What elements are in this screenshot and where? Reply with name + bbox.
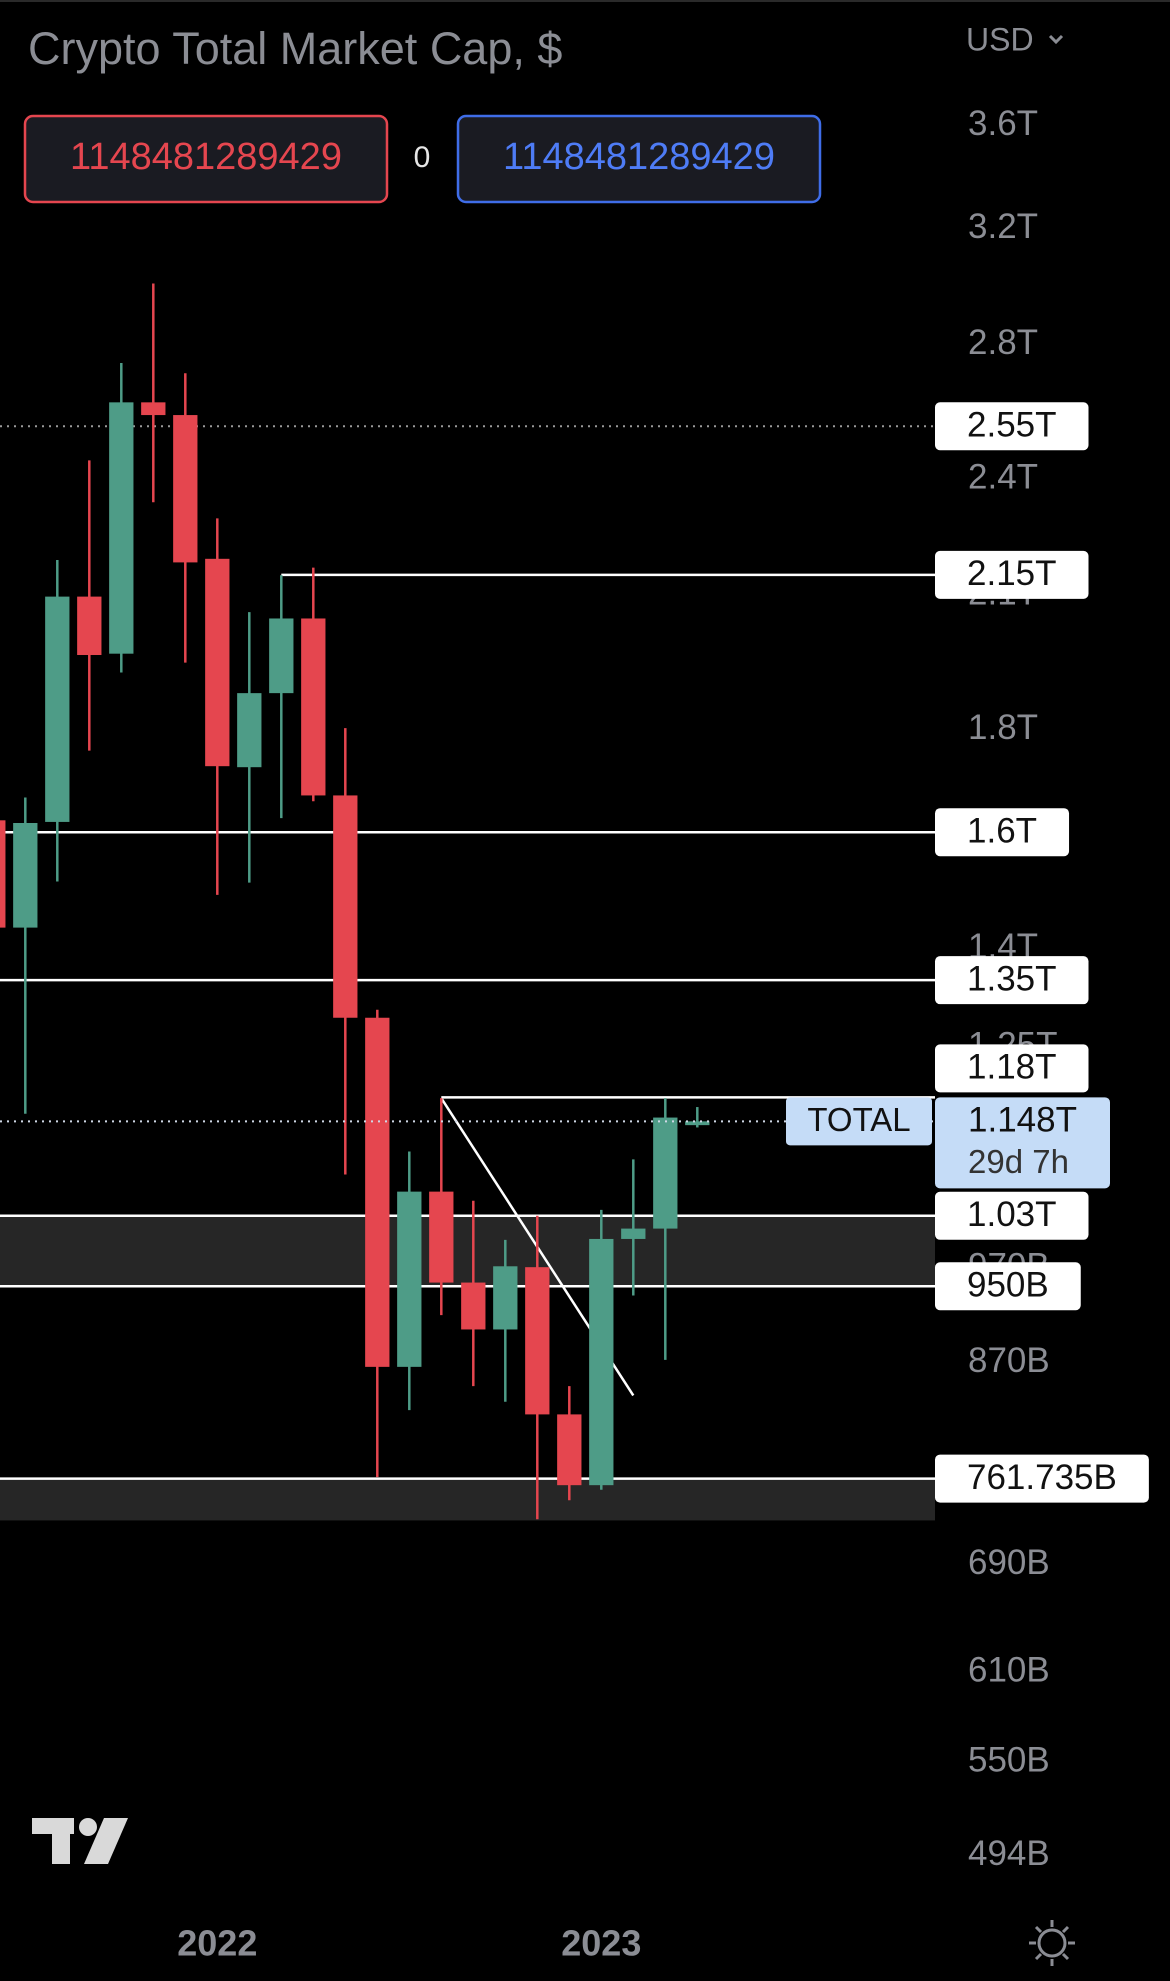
countdown: 29d 7h	[968, 1143, 1069, 1180]
buy-price[interactable]: 1148481289429	[503, 136, 775, 178]
y-tick-label: 610B	[968, 1650, 1050, 1689]
sell-button[interactable]	[23, 114, 389, 204]
level-label: 1.03T	[967, 1195, 1057, 1234]
level-label-box	[935, 1454, 1149, 1503]
level-label-box	[935, 402, 1089, 451]
level-label: 1.35T	[967, 959, 1057, 998]
candle-body	[461, 1282, 486, 1330]
candle-body	[109, 402, 134, 654]
candle-body	[0, 820, 6, 928]
candle-body	[237, 693, 262, 768]
candle-body	[621, 1228, 646, 1239]
candle-body	[77, 596, 102, 656]
candle-body	[301, 618, 326, 796]
symbol-label: TOTAL	[807, 1101, 910, 1138]
zone	[0, 1215, 935, 1287]
y-tick-label: 3.2T	[968, 207, 1038, 246]
candle-body	[365, 1017, 390, 1367]
chart-title: Crypto Total Market Cap, $	[28, 23, 562, 74]
level-label: 1.6T	[967, 811, 1037, 850]
candle-body	[45, 596, 70, 822]
level-label: 761.735B	[967, 1458, 1117, 1497]
x-tick-label: 2022	[177, 1923, 257, 1964]
theme-icon[interactable]	[1029, 1920, 1075, 1966]
symbol-box	[786, 1097, 932, 1146]
candle-body	[269, 618, 294, 694]
logo[interactable]	[32, 1818, 128, 1864]
y-tick-label: 2.8T	[968, 323, 1038, 362]
x-tick-label: 2023	[561, 1923, 641, 1964]
candle-body	[589, 1238, 614, 1486]
y-tick-label: 494B	[968, 1834, 1050, 1873]
level-label-box	[935, 550, 1089, 599]
logo-part[interactable]	[52, 1818, 70, 1864]
buy-button[interactable]	[456, 114, 822, 204]
currency-chevron[interactable]	[1048, 34, 1064, 45]
level-label-box	[935, 956, 1089, 1005]
price-box	[935, 1097, 1110, 1189]
currency[interactable]: USD	[966, 21, 1034, 57]
candle-body	[397, 1191, 422, 1367]
y-tick-label: 690B	[968, 1543, 1050, 1582]
level-label: 2.15T	[967, 554, 1057, 593]
level-label-box	[935, 1044, 1089, 1093]
theme-icon-rays[interactable]	[1029, 1920, 1075, 1966]
candle-body	[685, 1121, 710, 1126]
y-tick-label: 550B	[968, 1740, 1050, 1779]
candle-body	[13, 823, 38, 928]
candle-body	[333, 795, 358, 1018]
candle-body	[429, 1191, 454, 1283]
candle-body	[205, 558, 230, 767]
level-label: 2.55T	[967, 406, 1057, 445]
level-label-box	[935, 1191, 1089, 1240]
zone	[0, 1478, 935, 1521]
candle-body	[557, 1414, 582, 1486]
level-label: 950B	[967, 1265, 1049, 1304]
level-label-box	[935, 808, 1070, 857]
y-tick-label: 1.8T	[968, 708, 1038, 747]
candle-body	[493, 1266, 518, 1330]
plot-content	[0, 283, 935, 1521]
spread: 0	[414, 141, 431, 174]
candle-body	[525, 1267, 550, 1415]
candle-body	[173, 415, 198, 563]
last-price-label: 1.148T	[968, 1101, 1077, 1140]
level-label: 1.18T	[967, 1048, 1057, 1087]
y-tick-label: 3.6T	[968, 104, 1038, 143]
y-tick-label: 2.4T	[968, 457, 1038, 496]
candle-body	[141, 402, 166, 416]
plot-area: 3.6T3.2T2.8T2.4T2.1T1.8T1.4T1.25T970B870…	[0, 104, 1149, 1964]
theme-icon-circle[interactable]	[1037, 1928, 1067, 1958]
sell-price[interactable]: 1148481289429	[70, 136, 342, 178]
y-tick-label: 870B	[968, 1341, 1050, 1380]
candle-body	[653, 1117, 678, 1229]
level-label-box	[935, 1262, 1081, 1311]
logo-part[interactable]	[84, 1818, 128, 1864]
logo-part[interactable]	[79, 1818, 97, 1836]
